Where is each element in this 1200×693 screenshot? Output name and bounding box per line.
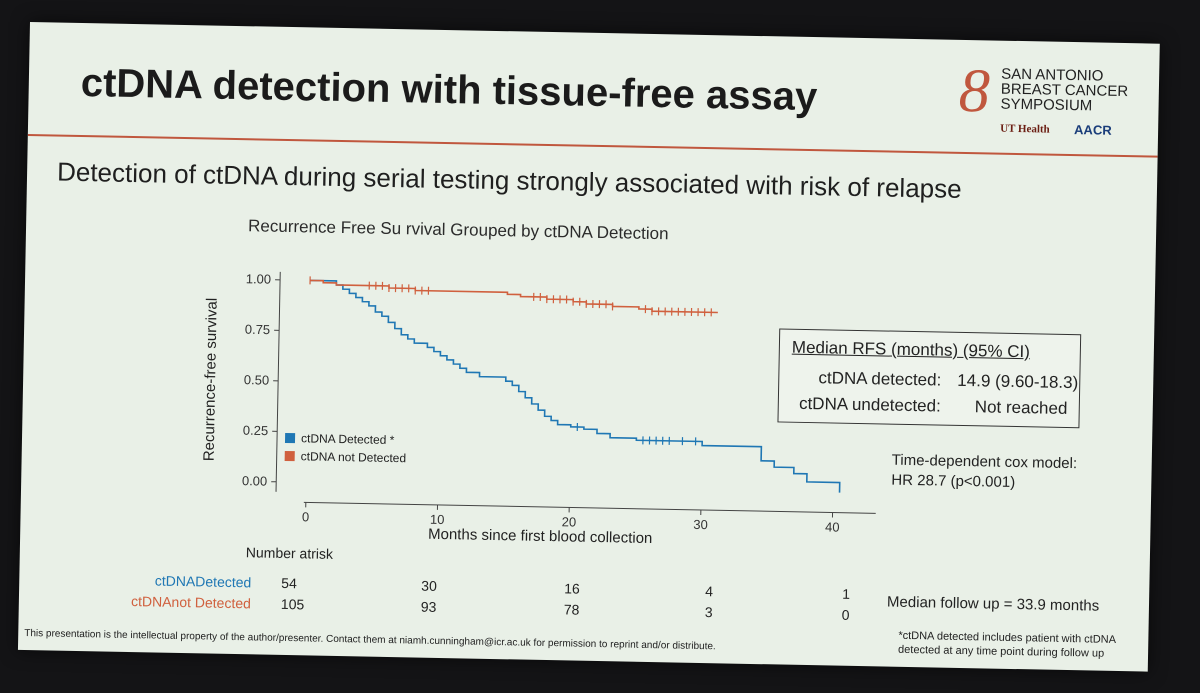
legend-item-detected: ctDNA Detected * [284,429,407,449]
slide-subtitle: Detection of ctDNA during serial testing… [56,156,962,204]
legend-label-not-detected: ctDNA not Detected [300,449,407,466]
risk-count: 93 [420,598,437,615]
copyright-notice: This presentation is the intellectual pr… [24,628,716,653]
risk-count: 4 [705,583,714,600]
y-axis-line [275,271,281,492]
y-tick-label: 0.25 [243,423,269,438]
median-rfs-value-undetected: Not reached [974,397,1068,418]
chart-title: Recurrence Free Su rvival Grouped by ctD… [247,216,669,244]
sabcs-logo-mark: 8 [958,56,991,126]
risk-row-label: ctDNAnot Detected [130,593,252,612]
risk-count: 30 [421,577,437,594]
risk-count: 0 [841,606,850,623]
logo-line-3: SYMPOSIUM [1000,95,1093,115]
median-rfs-label-undetected: ctDNA undetected: [798,393,941,416]
y-tick-label: 0.50 [244,372,270,387]
chart-legend: ctDNA Detected * ctDNA not Detected [284,429,407,467]
y-tick-label: 0.00 [242,473,268,488]
slide-title: ctDNA detection with tissue-free assay [80,60,818,120]
risk-count: 105 [280,595,305,613]
x-axis-line [303,501,876,514]
median-rfs-label-detected: ctDNA detected: [818,368,942,390]
risk-row-label: ctDNADetected [154,572,252,591]
km-survival-chart: 0.00 0.25 0.50 0.75 1.00 0 10 20 30 40 Months sinc… [201,271,876,547]
median-follow-up: Median follow up = 33.9 months [886,593,1100,615]
risk-count: 16 [564,580,580,597]
y-axis-label: Recurrence-free survival [201,298,221,462]
risk-count: 78 [563,601,580,618]
risk-table-heading: Number atrisk [245,544,334,562]
sabcs-logo: 8 SAN ANTONIO BREAST CANCER SYMPOSIUM UT… [958,57,1150,154]
x-tick-label: 0 [302,509,310,524]
km-curve-detected [310,279,841,493]
footnote-line-2: detected at any time point during follow… [897,643,1105,660]
risk-count: 3 [704,604,713,621]
ut-health-logo: UT Health [1000,122,1050,136]
median-rfs-heading: Median RFS (months) (95% CI) [791,337,1031,362]
x-tick-label: 30 [693,517,708,532]
x-axis-label: Months since first blood collection [428,526,653,547]
x-tick-label: 10 [430,512,445,527]
cox-model-line-2: HR 28.7 (p<0.001) [891,471,1016,491]
aacr-logo: AACR [1073,122,1112,138]
risk-count: 54 [281,574,298,592]
detection-footnote: *ctDNA detected includes patient with ct… [898,629,1116,661]
x-tick-label: 20 [562,514,577,529]
legend-swatch-not-detected [284,450,295,462]
x-tick-label: 40 [825,519,840,534]
y-tick-label: 1.00 [246,271,272,286]
cox-model-note: Time-dependent cox model: HR 28.7 (p<0.0… [891,451,1077,495]
risk-table: ctDNADetected 54 30 16 4 1 ctDNAnot Detected 10… [30,22,1160,623]
y-tick-label: 0.75 [245,322,271,337]
km-curve-not-detected [310,279,718,314]
slide-screen: ctDNA detection with tissue-free assay 8… [17,22,1160,672]
legend-swatch-detected [284,432,296,444]
legend-item-not-detected: ctDNA not Detected [284,447,407,467]
risk-count: 1 [842,585,851,602]
median-rfs-box: Median RFS (months) (95% CI) ctDNA detec… [777,328,1082,429]
median-rfs-value-detected: 14.9 (9.60-18.3) [957,370,1079,393]
legend-label-detected: ctDNA Detected * [300,431,395,448]
